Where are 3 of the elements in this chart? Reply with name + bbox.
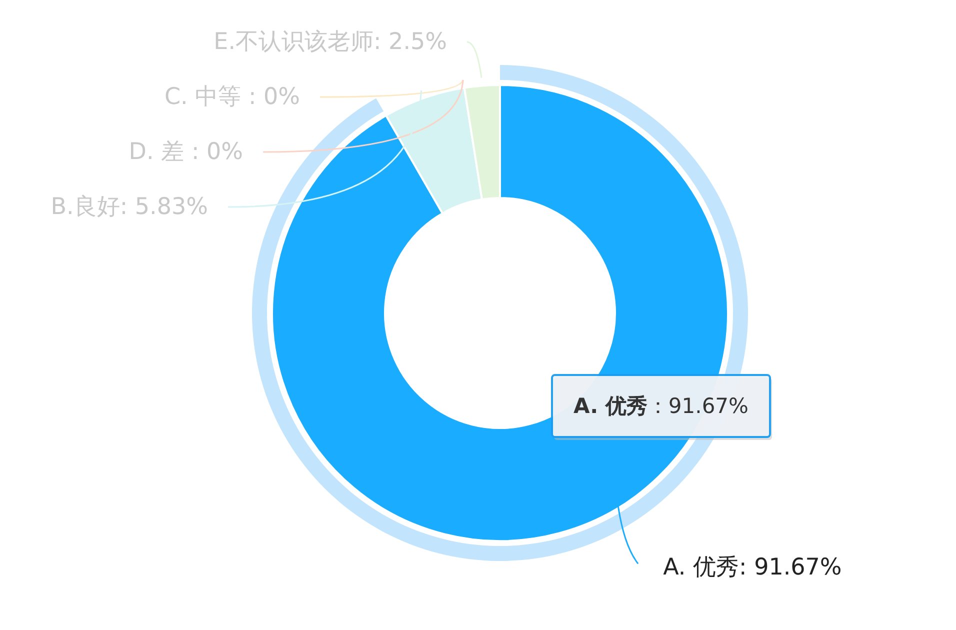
text: A. 优秀：91.67%: [573, 394, 749, 418]
slice-label: A. 优秀: [663, 554, 740, 582]
data-label: : 91.67%: [739, 554, 842, 582]
